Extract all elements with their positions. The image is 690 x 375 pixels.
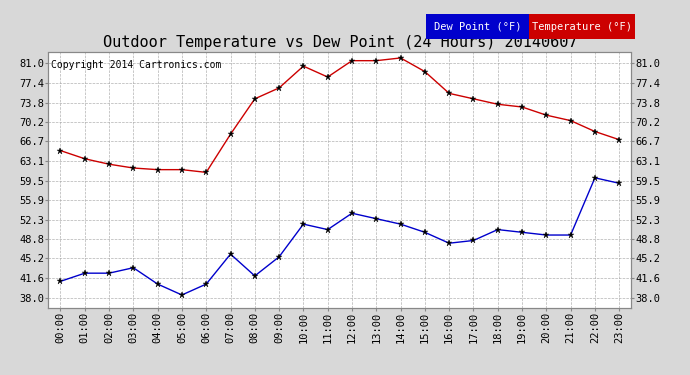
- Title: Outdoor Temperature vs Dew Point (24 Hours) 20140607: Outdoor Temperature vs Dew Point (24 Hou…: [103, 35, 577, 50]
- Text: Temperature (°F): Temperature (°F): [532, 22, 632, 32]
- Text: Dew Point (°F): Dew Point (°F): [434, 22, 521, 32]
- Text: Copyright 2014 Cartronics.com: Copyright 2014 Cartronics.com: [51, 60, 221, 70]
